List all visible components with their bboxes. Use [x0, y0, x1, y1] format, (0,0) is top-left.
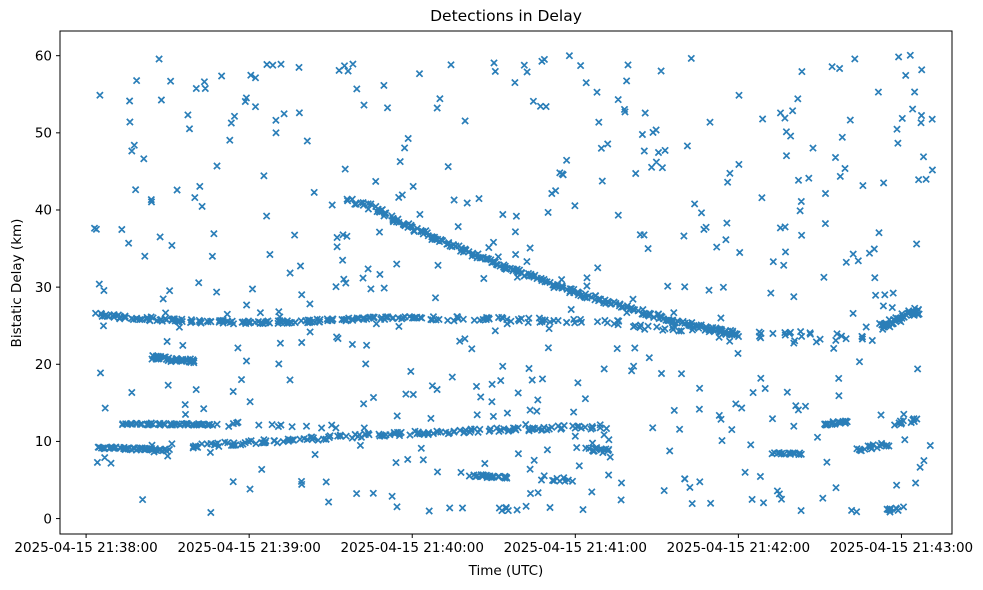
y-tick-label: 0 — [43, 511, 52, 527]
y-tick-label: 30 — [35, 280, 52, 296]
axes-spines — [59, 30, 953, 535]
y-tick-label: 10 — [35, 434, 52, 450]
y-tick-label: 60 — [35, 48, 52, 64]
x-tick-label: 2025-04-15 21:39:00 — [177, 540, 320, 556]
x-tick-label: 2025-04-15 21:41:00 — [504, 540, 647, 556]
y-tick-label: 50 — [35, 126, 52, 142]
x-tick-label: 2025-04-15 21:43:00 — [830, 540, 973, 556]
scatter-points — [90, 51, 937, 517]
chart-title: Detections in Delay — [430, 7, 582, 25]
y-tick-label: 20 — [35, 357, 52, 373]
x-axis-label: Time (UTC) — [468, 563, 544, 579]
x-tick-label: 2025-04-15 21:42:00 — [667, 540, 810, 556]
x-tick-label: 2025-04-15 21:40:00 — [341, 540, 484, 556]
y-axis-label: Bistatic Delay (km) — [9, 218, 25, 348]
y-tick-label: 40 — [35, 203, 52, 219]
x-tick-label: 2025-04-15 21:38:00 — [14, 540, 157, 556]
